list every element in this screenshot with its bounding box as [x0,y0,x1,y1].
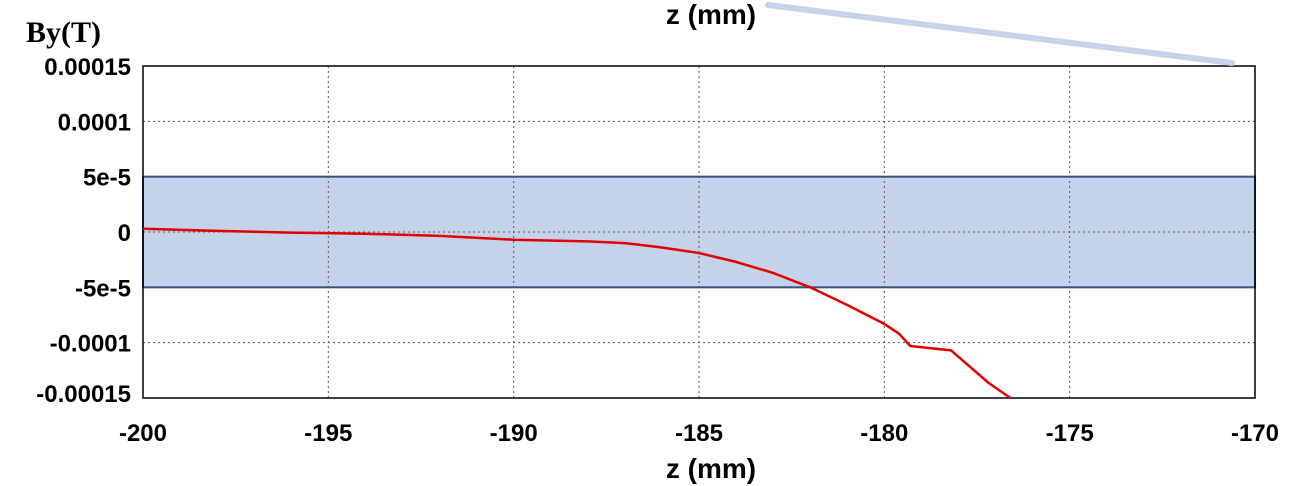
y-tick-label: -0.0001 [50,331,131,358]
plot-frame [142,65,1256,399]
x-tick-label: -185 [675,420,723,447]
y-tick-label: 0.00015 [44,54,131,81]
y-tick-label: -5e-5 [75,275,131,302]
x-tick-label: -175 [1046,420,1094,447]
pointer-line [765,2,1235,66]
y-axis-title: By(T) [26,16,101,49]
y-tick-label: -0.00015 [36,381,131,408]
grid [143,66,1255,398]
x-tick-label: -200 [119,420,167,447]
x-tick-label: -195 [304,420,352,447]
x-tick-label: -190 [490,420,538,447]
x-tick-label: -180 [860,420,908,447]
x-axis-title-top: z (mm) [666,0,756,30]
y-tick-labels: 0.00015 0.0001 5e-5 0 -5e-5 -0.0001 -0.00015 [36,54,131,408]
y-tick-label: 0.0001 [58,109,131,136]
x-tick-labels: -200 -195 -190 -185 -180 -175 -170 [119,420,1279,447]
series-line [142,227,1012,400]
y-tick-label: 5e-5 [83,165,131,192]
y-tick-label: 0 [118,220,131,247]
x-tick-label: -170 [1231,420,1279,447]
x-axis-title: z (mm) [666,453,756,484]
